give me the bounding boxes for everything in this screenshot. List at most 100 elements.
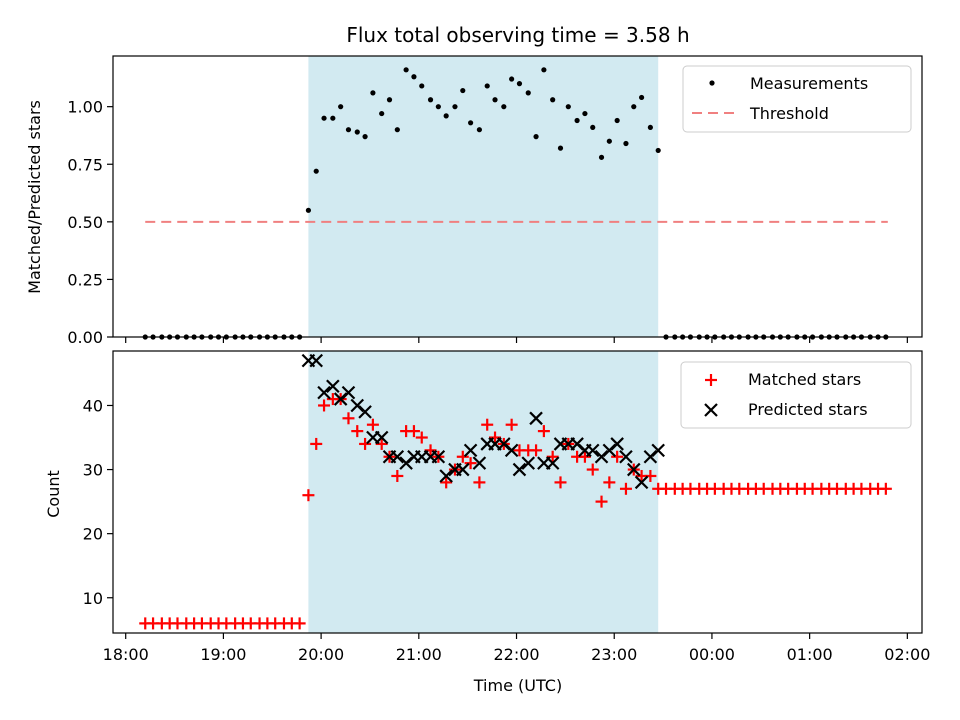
matched-star-point xyxy=(578,450,591,463)
legend-predicted-marker xyxy=(704,403,718,417)
x-tick-label: 02:00 xyxy=(884,645,930,664)
matched-star-point xyxy=(366,418,379,431)
measurement-point xyxy=(647,124,653,131)
top-axes-frame xyxy=(112,55,923,338)
measurement-point xyxy=(427,97,434,103)
measurement-point xyxy=(525,90,531,96)
predicted-star-point xyxy=(626,462,641,477)
matched-star-point xyxy=(464,457,477,470)
measurement-point xyxy=(468,120,474,126)
measurement-point xyxy=(655,147,661,154)
chart-title: Flux total observing time = 3.58 h xyxy=(346,23,689,47)
matched-star-point xyxy=(351,425,364,438)
measurement-point xyxy=(550,97,556,103)
matched-star-point xyxy=(456,450,469,463)
predicted-star-point xyxy=(309,353,324,368)
y-tick-label: 40 xyxy=(83,396,103,415)
y-tick-label: 0.00 xyxy=(67,328,103,347)
y-tick-label: 20 xyxy=(83,525,103,544)
measurement-point xyxy=(379,110,385,117)
x-tick-label: 23:00 xyxy=(591,645,637,664)
matched-star-point xyxy=(359,437,372,450)
measurement-point xyxy=(623,140,629,147)
matched-star-point xyxy=(554,476,567,489)
bottom-y-ticks: 10 20 30 40 xyxy=(83,396,113,608)
matched-star-point xyxy=(407,425,420,438)
matched-star-point xyxy=(879,482,892,495)
measurement-point xyxy=(492,97,498,103)
matched-star-point xyxy=(342,412,355,425)
legend-threshold-label: Threshold xyxy=(749,104,829,123)
measurement-points xyxy=(142,67,889,340)
measurement-point xyxy=(590,124,596,131)
legend-predicted-label: Predicted stars xyxy=(748,400,868,419)
measurement-point xyxy=(638,94,645,101)
measurement-point xyxy=(330,115,336,121)
predicted-star-point xyxy=(472,456,487,470)
predicted-star-point xyxy=(545,456,560,470)
measurement-point xyxy=(598,154,605,160)
y-tick-label: 1.00 xyxy=(67,98,103,117)
matched-star-point xyxy=(489,431,502,444)
predicted-star-point xyxy=(317,385,331,400)
predicted-star-point xyxy=(610,437,624,451)
measurement-point xyxy=(305,207,312,213)
matched-star-point xyxy=(310,437,323,450)
y-tick-label: 0.75 xyxy=(67,155,103,174)
predicted-star-point xyxy=(504,443,519,458)
top-shaded-region xyxy=(308,56,659,337)
measurement-point xyxy=(484,83,490,89)
measurement-point xyxy=(533,134,539,140)
predicted-star-point xyxy=(651,443,665,458)
measurement-point xyxy=(476,127,482,133)
matched-star-point xyxy=(375,437,388,450)
x-tick-label: 21:00 xyxy=(396,645,442,664)
matched-star-point xyxy=(619,482,632,495)
measurement-point xyxy=(631,104,637,110)
measurement-point xyxy=(354,129,360,135)
measurement-point xyxy=(516,81,523,87)
top-y-axis-label: Matched/Predicted stars xyxy=(25,100,44,294)
predicted-star-point xyxy=(521,456,536,470)
matched-star-point xyxy=(530,444,543,457)
predicted-star-point xyxy=(619,449,633,464)
bottom-legend: Matched stars Predicted stars xyxy=(680,361,912,429)
bottom-panel: 10 20 30 40 18:00 19:00 20:00 21:00 22:00 23:00 0… xyxy=(44,350,930,695)
matched-stars-points xyxy=(139,393,892,630)
matched-star-point xyxy=(440,476,453,489)
predicted-star-point xyxy=(358,405,372,419)
bottom-shaded-region xyxy=(308,351,659,633)
measurement-point xyxy=(345,127,352,133)
measurement-point xyxy=(452,104,458,110)
matched-star-point xyxy=(481,418,494,431)
measurement-point xyxy=(541,67,547,73)
matched-star-point xyxy=(424,444,437,457)
measurement-point xyxy=(582,110,588,117)
matched-star-point xyxy=(302,489,315,502)
predicted-star-point xyxy=(634,475,649,490)
predicted-star-point xyxy=(585,443,600,458)
x-tick-label: 19:00 xyxy=(200,645,246,664)
measurement-point xyxy=(411,74,417,80)
measurement-point xyxy=(443,113,449,119)
predicted-star-point xyxy=(374,430,389,445)
measurement-point xyxy=(338,104,344,110)
matched-star-point xyxy=(595,495,608,508)
legend-measurements-marker xyxy=(709,80,715,86)
y-tick-label: 30 xyxy=(83,461,103,480)
legend-measurements-label: Measurements xyxy=(750,74,868,93)
predicted-star-point xyxy=(456,462,470,477)
measurement-point xyxy=(614,117,620,124)
bottom-y-axis-label: Count xyxy=(44,470,63,518)
matched-star-point xyxy=(473,476,486,489)
measurement-point xyxy=(509,76,515,82)
x-tick-label: 22:00 xyxy=(493,645,539,664)
measurement-point xyxy=(501,104,507,110)
y-tick-label: 0.50 xyxy=(67,213,103,232)
bottom-axes-frame xyxy=(112,350,923,634)
matched-star-point xyxy=(603,476,616,489)
measurement-point xyxy=(460,87,466,94)
top-y-ticks: 0.00 0.25 0.50 0.75 1.00 xyxy=(67,98,113,347)
matched-star-point xyxy=(537,425,550,438)
matched-star-point xyxy=(644,469,657,482)
